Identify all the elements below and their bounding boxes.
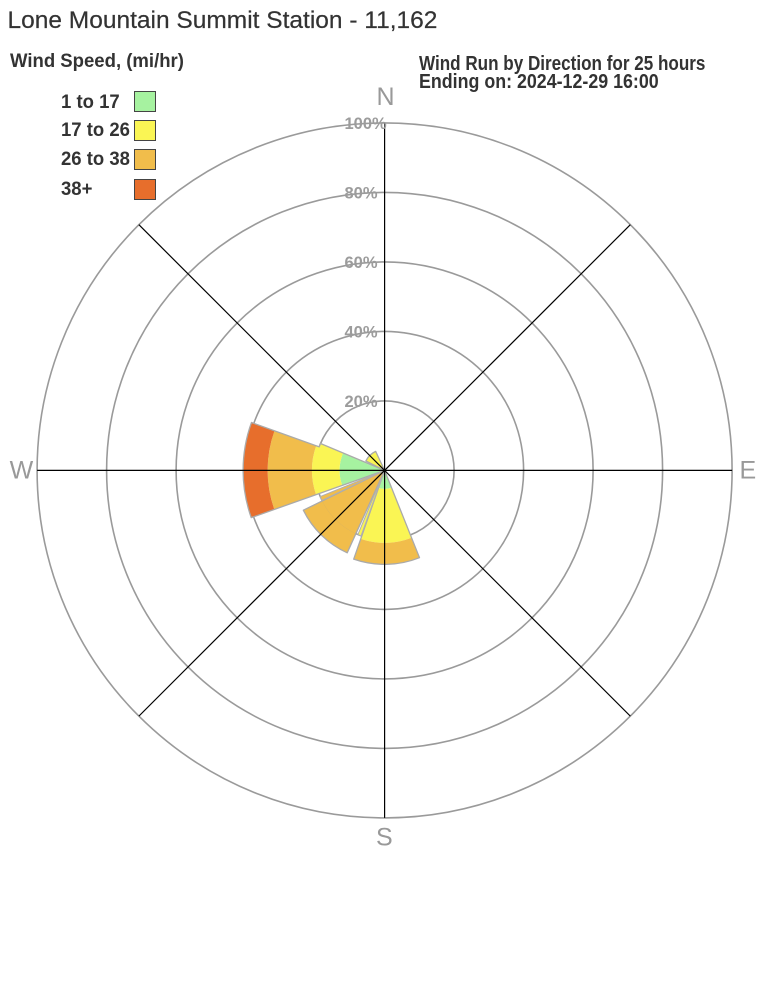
svg-text:20%: 20% [345,393,378,411]
svg-text:80%: 80% [345,185,378,203]
svg-text:100%: 100% [345,115,388,133]
svg-text:E: E [739,456,756,484]
svg-text:N: N [376,83,394,111]
svg-text:60%: 60% [345,254,378,272]
svg-text:W: W [10,457,34,485]
svg-text:S: S [376,823,393,851]
svg-text:40%: 40% [345,324,378,342]
